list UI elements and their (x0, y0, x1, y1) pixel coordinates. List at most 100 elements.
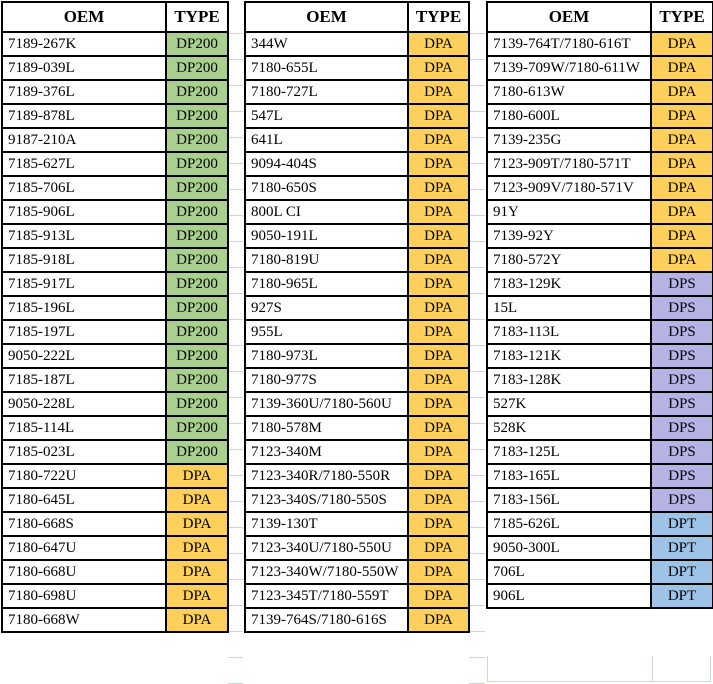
oem-cell[interactable]: 7185-918L (1, 247, 167, 273)
type-cell[interactable]: DPA (407, 487, 470, 513)
oem-cell[interactable]: 7185-114L (1, 415, 167, 441)
oem-cell[interactable]: 7139-360U/7180-560U (244, 391, 409, 417)
oem-cell[interactable]: 344W (244, 31, 409, 57)
type-cell[interactable]: DPA (165, 487, 229, 513)
type-cell[interactable]: DPA (407, 175, 470, 201)
type-cell[interactable]: DPA (407, 103, 470, 129)
type-cell[interactable]: DP200 (165, 343, 229, 369)
type-cell[interactable]: DPA (165, 583, 229, 609)
oem-cell[interactable]: 7180-645L (1, 487, 167, 513)
type-cell[interactable]: DPA (650, 223, 713, 249)
oem-cell[interactable]: 7180-650S (244, 175, 409, 201)
oem-cell[interactable]: 7189-039L (1, 55, 167, 81)
type-cell[interactable]: DP200 (165, 295, 229, 321)
oem-cell[interactable]: 7185-197L (1, 319, 167, 345)
oem-cell[interactable]: 7123-340W/7180-550W (244, 559, 409, 585)
oem-cell[interactable]: 9094-404S (244, 151, 409, 177)
type-cell[interactable]: DPA (165, 535, 229, 561)
type-cell[interactable]: DP200 (165, 127, 229, 153)
oem-cell[interactable]: 7183-125L (486, 439, 652, 465)
oem-cell[interactable]: 7183-165L (486, 463, 652, 489)
type-cell[interactable]: DPS (650, 367, 713, 393)
type-cell[interactable]: DPA (165, 463, 229, 489)
oem-cell[interactable]: 7123-340M (244, 439, 409, 465)
oem-cell[interactable]: 7183-121K (486, 343, 652, 369)
oem-cell[interactable]: 7183-113L (486, 319, 652, 345)
empty-cell-row[interactable] (487, 656, 711, 682)
oem-cell[interactable]: 7139-130T (244, 511, 409, 537)
oem-cell[interactable]: 7185-913L (1, 223, 167, 249)
type-cell[interactable]: DP200 (165, 31, 229, 57)
oem-cell[interactable]: 7123-345T/7180-559T (244, 583, 409, 609)
type-cell[interactable]: DPA (407, 151, 470, 177)
type-cell[interactable]: DP200 (165, 415, 229, 441)
oem-cell[interactable]: 15L (486, 295, 652, 321)
oem-cell[interactable]: 7180-668U (1, 559, 167, 585)
type-cell[interactable]: DP200 (165, 151, 229, 177)
type-cell[interactable]: DPA (407, 127, 470, 153)
type-cell[interactable]: DP200 (165, 391, 229, 417)
oem-cell[interactable]: 7180-655L (244, 55, 409, 81)
type-cell[interactable]: DPA (407, 55, 470, 81)
oem-cell[interactable]: 7185-706L (1, 175, 167, 201)
oem-cell[interactable]: 641L (244, 127, 409, 153)
type-column-header[interactable]: TYPE (650, 1, 713, 33)
oem-cell[interactable]: 7189-376L (1, 79, 167, 105)
oem-cell[interactable]: 547L (244, 103, 409, 129)
type-cell[interactable]: DPA (407, 199, 470, 225)
type-cell[interactable]: DPA (407, 415, 470, 441)
type-cell[interactable]: DPA (407, 463, 470, 489)
type-cell[interactable]: DP200 (165, 271, 229, 297)
type-cell[interactable]: DPT (650, 535, 713, 561)
type-cell[interactable]: DP200 (165, 439, 229, 465)
oem-cell[interactable]: 7123-909T/7180-571T (486, 151, 652, 177)
oem-cell[interactable]: 9050-191L (244, 223, 409, 249)
oem-cell[interactable]: 7180-819U (244, 247, 409, 273)
oem-cell[interactable]: 7189-878L (1, 103, 167, 129)
type-cell[interactable]: DPA (407, 271, 470, 297)
type-cell[interactable]: DPA (407, 439, 470, 465)
oem-cell[interactable]: 7180-698U (1, 583, 167, 609)
type-cell[interactable]: DPS (650, 295, 713, 321)
oem-cell[interactable]: 7180-727L (244, 79, 409, 105)
oem-cell[interactable]: 7180-600L (486, 103, 652, 129)
type-cell[interactable]: DPT (650, 511, 713, 537)
type-cell[interactable]: DPA (407, 367, 470, 393)
type-cell[interactable]: DPS (650, 343, 713, 369)
oem-cell[interactable]: 7139-92Y (486, 223, 652, 249)
type-cell[interactable]: DP200 (165, 199, 229, 225)
type-cell[interactable]: DPS (650, 439, 713, 465)
type-cell[interactable]: DPA (650, 79, 713, 105)
oem-cell[interactable]: 7180-722U (1, 463, 167, 489)
type-cell[interactable]: DPA (650, 55, 713, 81)
type-cell[interactable]: DPA (165, 511, 229, 537)
type-cell[interactable]: DPA (407, 295, 470, 321)
oem-cell[interactable]: 706L (486, 559, 652, 585)
type-cell[interactable]: DP200 (165, 367, 229, 393)
type-cell[interactable]: DPS (650, 415, 713, 441)
oem-cell[interactable]: 7185-023L (1, 439, 167, 465)
oem-cell[interactable]: 7180-668W (1, 607, 167, 633)
type-cell[interactable]: DPA (650, 31, 713, 57)
type-cell[interactable]: DPA (407, 319, 470, 345)
oem-cell[interactable]: 7180-613W (486, 79, 652, 105)
type-cell[interactable]: DPA (650, 103, 713, 129)
oem-cell[interactable]: 7180-572Y (486, 247, 652, 273)
type-cell[interactable]: DPA (165, 559, 229, 585)
type-cell[interactable]: DPT (650, 583, 713, 609)
oem-cell[interactable]: 7185-917L (1, 271, 167, 297)
type-cell[interactable]: DPA (407, 223, 470, 249)
type-cell[interactable]: DPA (407, 607, 470, 633)
oem-cell[interactable]: 527K (486, 391, 652, 417)
type-cell[interactable]: DPA (407, 583, 470, 609)
oem-cell[interactable]: 9050-300L (486, 535, 652, 561)
oem-cell[interactable]: 7185-626L (486, 511, 652, 537)
oem-cell[interactable]: 7180-977S (244, 367, 409, 393)
oem-column-header[interactable]: OEM (486, 1, 652, 33)
type-cell[interactable]: DPA (407, 247, 470, 273)
type-cell[interactable]: DPS (650, 271, 713, 297)
type-cell[interactable]: DPA (650, 247, 713, 273)
oem-cell[interactable]: 7123-909V/7180-571V (486, 175, 652, 201)
type-cell[interactable]: DPS (650, 319, 713, 345)
oem-cell[interactable]: 9050-228L (1, 391, 167, 417)
